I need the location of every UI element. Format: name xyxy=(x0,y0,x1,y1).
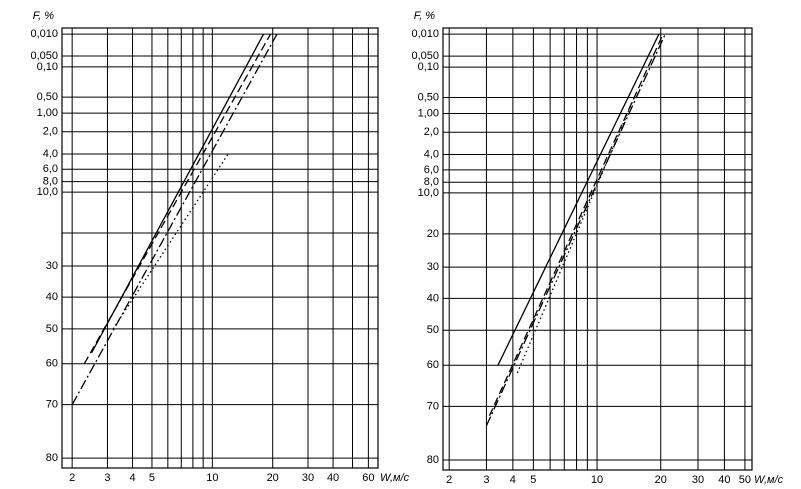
y-tick-label: 10,0 xyxy=(37,186,58,198)
x-tick-label: 2 xyxy=(446,474,452,486)
x-tick-label: 5 xyxy=(530,474,536,486)
x-tick-label: 4 xyxy=(510,474,516,486)
y-tick-label: 60 xyxy=(427,359,439,371)
y-tick-label: 20 xyxy=(427,228,439,240)
y-tick-label: 0,50 xyxy=(418,91,439,103)
y-axis-label: F, % xyxy=(414,10,435,22)
x-axis-label: W,м/с xyxy=(754,474,784,486)
x-tick-label: 10 xyxy=(591,474,603,486)
x-tick-label: 3 xyxy=(104,472,110,484)
x-tick-label: 60 xyxy=(362,472,374,484)
y-tick-label: 8,0 xyxy=(43,175,58,187)
y-tick-label: 1,00 xyxy=(37,107,58,119)
y-tick-label: 0,50 xyxy=(37,91,58,103)
data-line xyxy=(516,97,635,374)
x-tick-label: 40 xyxy=(718,474,730,486)
data-line xyxy=(497,33,660,366)
y-tick-label: 70 xyxy=(427,400,439,412)
y-tick-label: 2,0 xyxy=(43,126,58,138)
y-tick-label: 70 xyxy=(46,399,58,411)
data-line xyxy=(112,153,229,330)
plot-frame xyxy=(61,27,379,469)
y-tick-label: 40 xyxy=(46,291,58,303)
y-tick-label: 60 xyxy=(46,358,58,370)
data-line xyxy=(71,33,278,405)
y-tick-label: 50 xyxy=(427,324,439,336)
x-tick-label: 4 xyxy=(129,472,135,484)
y-tick-label: 40 xyxy=(427,292,439,304)
y-tick-label: 80 xyxy=(46,452,58,464)
x-tick-label: 20 xyxy=(267,472,279,484)
x-tick-label: 5 xyxy=(149,472,155,484)
y-tick-label: 6,0 xyxy=(43,163,58,175)
y-tick-label: 0,050 xyxy=(30,50,58,62)
y-tick-label: 50 xyxy=(46,323,58,335)
y-tick-label: 4,0 xyxy=(424,148,439,160)
x-tick-label: 50 xyxy=(739,474,751,486)
y-tick-label: 6,0 xyxy=(424,164,439,176)
y-tick-label: 0,050 xyxy=(411,50,439,62)
x-tick-label: 40 xyxy=(327,472,339,484)
y-tick-label: 10,0 xyxy=(418,187,439,199)
y-tick-label: 8,0 xyxy=(424,176,439,188)
y-tick-label: 30 xyxy=(46,260,58,272)
x-tick-label: 10 xyxy=(206,472,218,484)
x-tick-label: 2 xyxy=(69,472,75,484)
y-tick-label: 0,10 xyxy=(37,61,58,73)
data-line xyxy=(488,33,664,417)
data-line xyxy=(83,33,272,365)
x-tick-label: 20 xyxy=(655,474,667,486)
y-tick-label: 0,10 xyxy=(418,61,439,73)
y-tick-label: 4,0 xyxy=(43,148,58,160)
y-tick-label: 0,010 xyxy=(30,28,58,40)
y-axis-label: F, % xyxy=(33,10,54,22)
y-tick-label: 2,0 xyxy=(424,126,439,138)
x-tick-label: 30 xyxy=(302,472,314,484)
y-tick-label: 1,00 xyxy=(418,107,439,119)
y-tick-label: 80 xyxy=(427,454,439,466)
x-axis-label: W,м/с xyxy=(380,472,410,484)
x-tick-label: 3 xyxy=(483,474,489,486)
x-tick-label: 30 xyxy=(692,474,704,486)
y-tick-label: 0,010 xyxy=(411,28,439,40)
y-tick-label: 30 xyxy=(427,261,439,273)
